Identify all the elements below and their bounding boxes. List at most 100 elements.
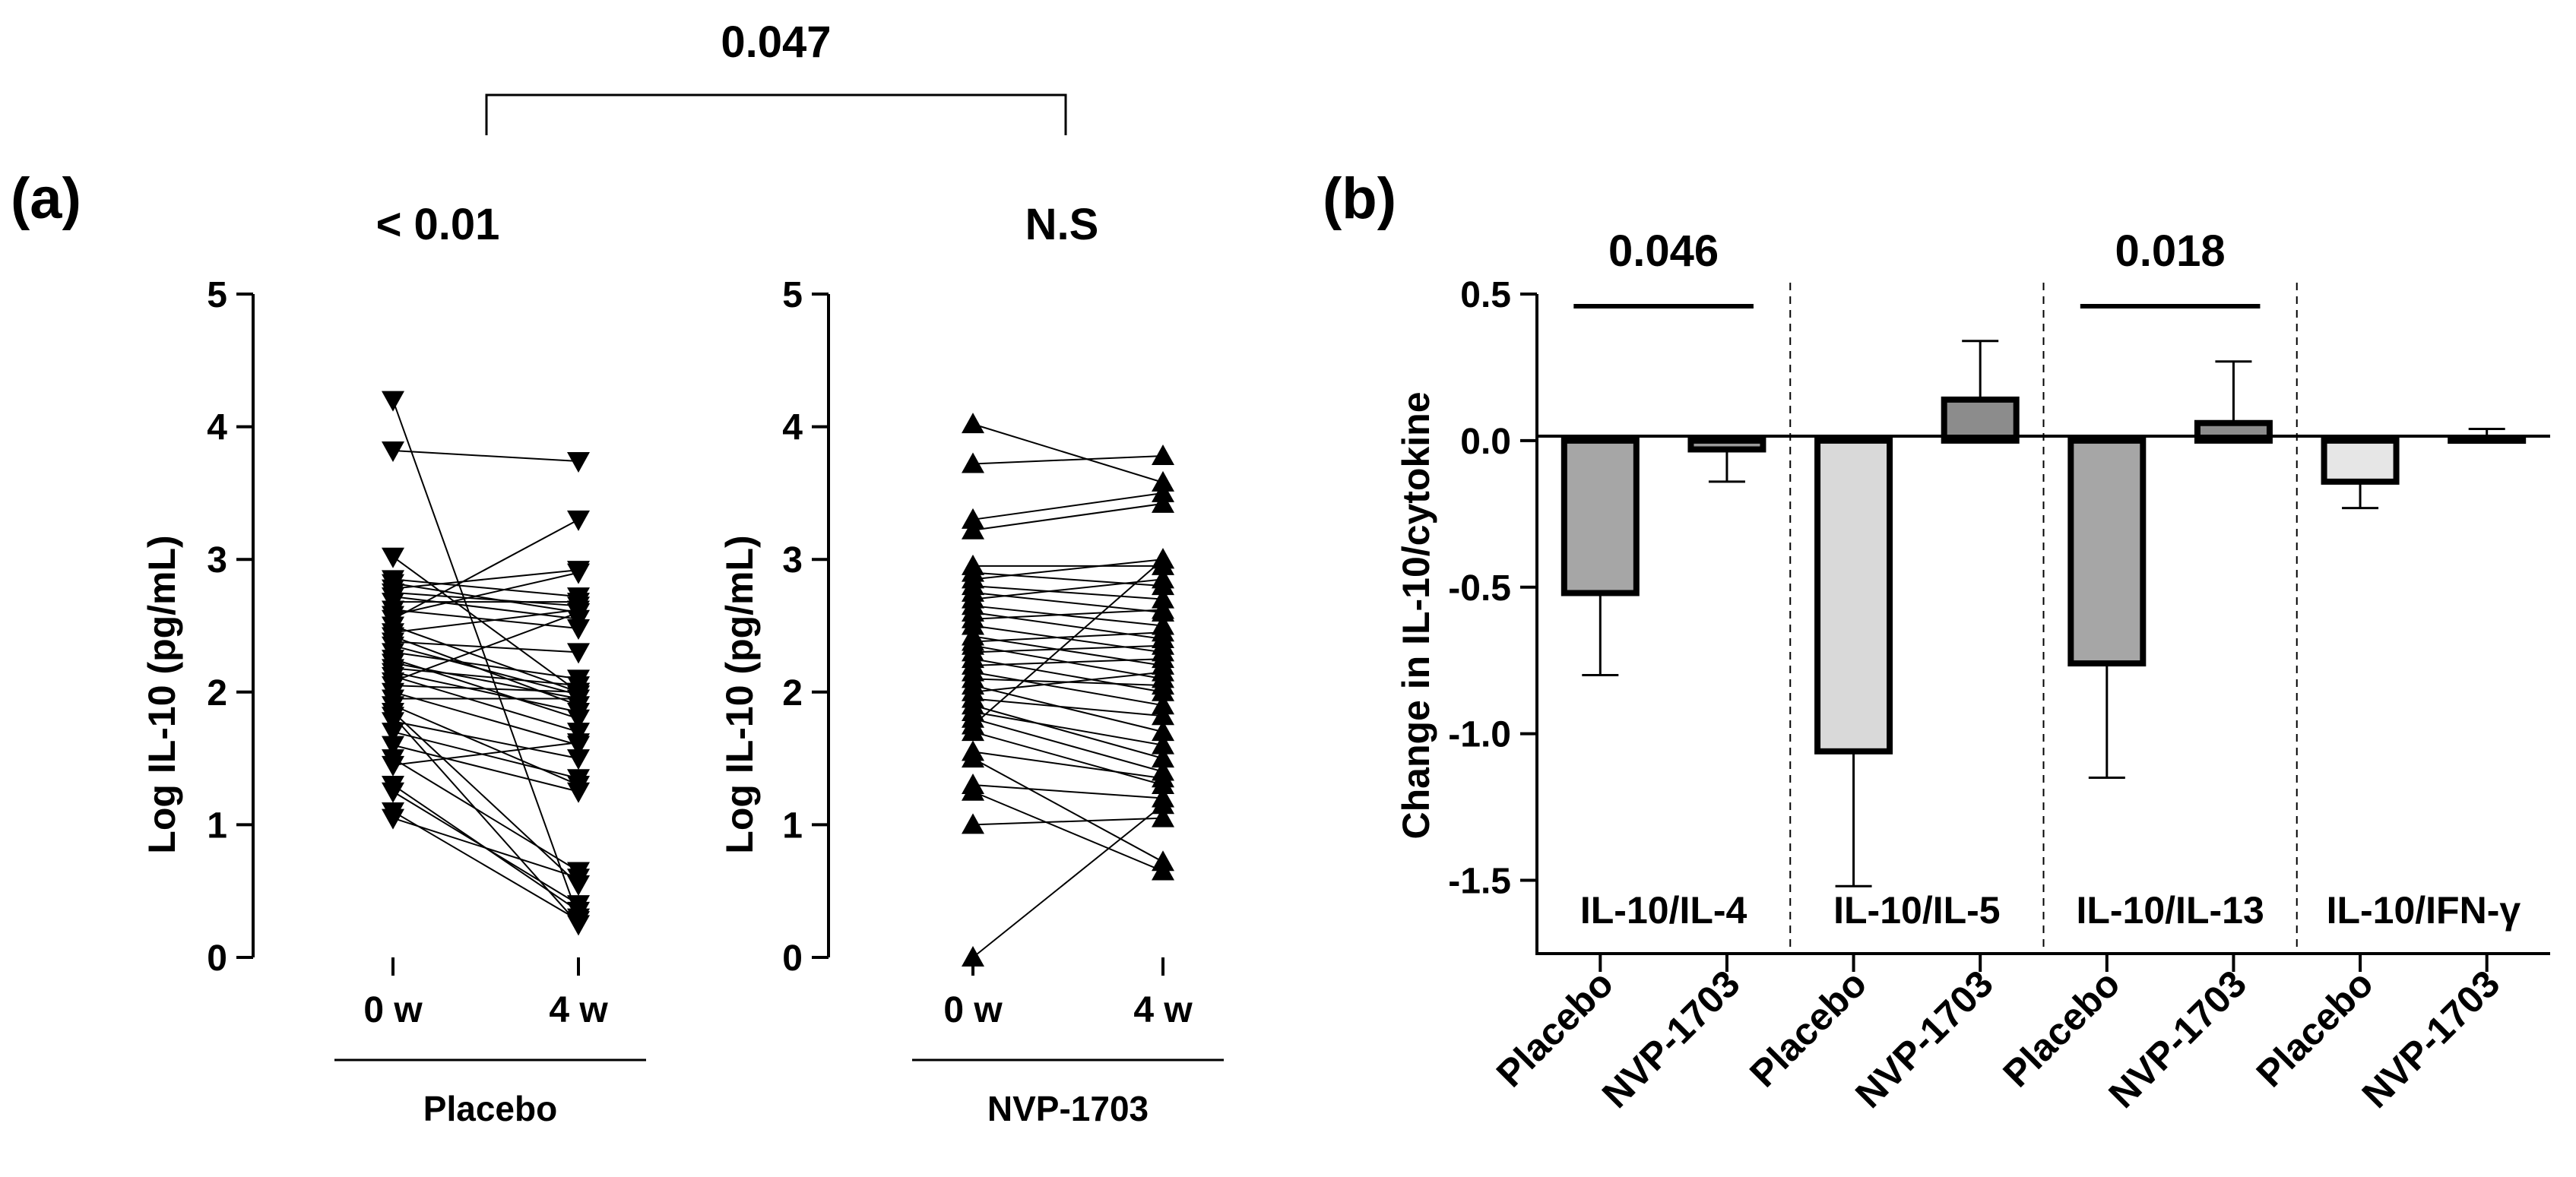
nvp1703-point-4w [1152,647,1174,669]
nvp1703-point-4w [1152,492,1174,513]
nvp1703-point-0w [962,720,984,742]
placebo-pair-line [392,685,579,693]
nvp1703-title: N.S [1025,200,1099,249]
nvp1703-point-4w [1152,704,1174,726]
bar-y-axis-label: Change in IL-10/cytokine [1395,391,1437,839]
panel-label-b: (b) [1323,166,1396,231]
placebo-point-4w [567,603,590,625]
category-label: Placebo [2248,962,2381,1095]
nvp1703-pair-line [972,717,1164,773]
placebo-pair-line [392,662,579,700]
nvp1703-chart: N.S Log IL-10 (pg/mL) 0 1 2 3 4 5 0 w 4 w NVP-… [718,200,1224,1128]
panel-label-a: (a) [11,166,81,231]
group-label: IL-10/IL-4 [1580,889,1747,932]
placebo-y-axis-label: Log IL-10 (pg/mL) [141,535,183,853]
nvp1703-point-4w [1152,445,1174,466]
placebo-point-0w [382,547,404,568]
category-label: Placebo [1741,962,1874,1095]
placebo-point-4w [567,895,590,916]
placebo-point-4w [567,689,590,710]
placebo-pair-line [392,609,579,634]
group-label: IL-10/IL-5 [1833,889,2000,932]
nvp1703-x-tick-label: 4 w [1133,990,1193,1030]
nvp1703-pair-line [972,631,1164,643]
nvp1703-pair-line [972,492,1164,520]
placebo-pair-line [392,742,579,766]
placebo-pair-line [392,644,579,696]
nvp1703-pair-line [972,625,1164,653]
nvp1703-point-4w [1152,674,1174,695]
nvp1703-x-tick-label: 0 w [943,990,1003,1030]
significance-pvalue: 0.018 [2115,226,2226,276]
nvp1703-point-4w [1152,598,1174,619]
nvp1703-point-0w [962,946,984,967]
placebo-pair-line [392,571,579,616]
nvp1703-point-4w [1152,806,1174,827]
placebo-point-0w [382,808,404,830]
placebo-pair-line [392,582,579,614]
nvp1703-group-label: NVP-1703 [987,1089,1149,1128]
bar-y-tick-label: -1.0 [1448,715,1511,755]
nvp1703-pair-line [972,609,1164,620]
bar-placebo-2 [1814,437,1893,755]
nvp1703-point-4w [1152,621,1174,642]
placebo-point-0w [382,782,404,803]
nvp1703-pair-line [972,578,1164,600]
nvp1703-point-0w [962,452,984,473]
placebo-point-0w [382,723,404,744]
nvp1703-pair-line [972,671,1164,707]
nvp1703-point-0w [962,780,984,801]
ratio-bar-chart: Change in IL-10/cytokine 0.5 0.0 -0.5 -1.0 -… [1395,226,2550,1116]
placebo-point-0w [382,736,404,757]
nvp1703-point-4w [1152,568,1174,589]
placebo-point-4w [567,749,590,770]
category-label: Placebo [1995,962,2128,1095]
nvp1703-point-4w [1152,859,1174,881]
nvp1703-point-0w [962,413,984,434]
nvp1703-point-4w [1152,634,1174,655]
nvp1703-point-0w [962,518,984,539]
bar-y-tick-label: 0.5 [1460,275,1511,315]
placebo-pair-line [392,811,579,921]
nvp1703-pair-line [972,731,1164,786]
placebo-pair-line [392,691,579,746]
bar-y-tick-label: -1.5 [1448,862,1511,902]
nvp1703-pair-line [972,455,1164,465]
category-label: NVP-1703 [2354,962,2508,1116]
nvp1703-point-4w [1152,470,1174,492]
nvp1703-point-0w [962,508,984,529]
placebo-pair-line [392,609,579,629]
nvp1703-pair-line [972,804,1164,958]
placebo-y-tick-label: 0 [207,938,227,979]
placebo-y-tick-label: 2 [207,673,227,713]
nvp1703-pair-line [972,758,1164,863]
nvp1703-y-tick-label: 5 [782,275,803,315]
nvp1703-pair-line [972,558,1164,726]
nvp1703-pair-line [972,704,1164,760]
nvp1703-point-0w [962,747,984,768]
bar-placebo-6 [2321,437,2400,485]
placebo-pair-line [392,625,579,693]
nvp1703-pair-line [972,711,1164,746]
placebo-pair-line [392,704,579,786]
nvp1703-point-4w [1152,694,1174,715]
placebo-point-4w [567,563,590,584]
placebo-point-0w [382,712,404,733]
significance-pvalue: 0.046 [1608,226,1719,276]
nvp1703-point-4w [1152,720,1174,742]
placebo-pair-line [392,758,579,872]
placebo-x-tick-label: 0 w [363,990,423,1030]
placebo-y-tick-label: 4 [207,408,227,448]
nvp1703-point-4w [1152,733,1174,755]
top-comparison: 0.047 [485,17,1067,135]
placebo-point-4w [567,733,590,755]
group-label: IL-10/IFN-γ [2327,889,2521,932]
nvp1703-pair-line [972,605,1164,627]
nvp1703-pair-line [972,784,1164,799]
placebo-pair-line [392,711,579,885]
placebo-pair-line [392,591,579,607]
placebo-point-4w [567,619,590,640]
bar-nvp-1703-5 [2194,419,2273,444]
placebo-y-tick-label: 5 [207,275,227,315]
placebo-point-0w [382,391,404,412]
